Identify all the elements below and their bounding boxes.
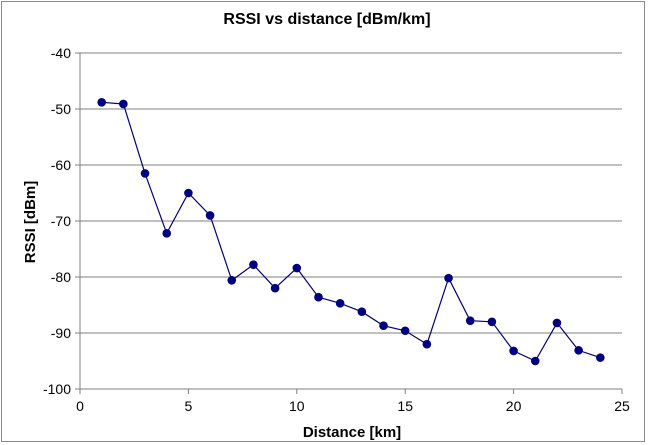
series-line bbox=[101, 101, 601, 362]
chart-title: RSSI vs distance [dBm/km] bbox=[223, 11, 430, 28]
data-point bbox=[314, 292, 323, 302]
data-point bbox=[205, 211, 215, 220]
y-tick-label: -40 bbox=[51, 45, 71, 61]
y-tick-label: -50 bbox=[51, 101, 71, 117]
y-tick-label: -90 bbox=[51, 325, 71, 341]
x-tick-label: 0 bbox=[76, 398, 84, 414]
y-axis-label: RSSI [dBm] bbox=[22, 181, 39, 264]
data-point bbox=[140, 169, 150, 178]
data-point bbox=[292, 263, 302, 273]
x-tick-label: 20 bbox=[506, 398, 522, 414]
x-axis-label: Distance [km] bbox=[303, 424, 401, 441]
x-tick-label: 10 bbox=[289, 398, 305, 414]
y-tick-label: -60 bbox=[51, 157, 71, 173]
data-point bbox=[162, 229, 172, 238]
data-point bbox=[444, 273, 453, 283]
data-point bbox=[530, 356, 540, 366]
y-tick-label: -70 bbox=[51, 213, 71, 229]
data-point bbox=[357, 307, 367, 317]
data-point bbox=[184, 188, 193, 198]
data-point bbox=[335, 299, 345, 308]
data-point bbox=[97, 97, 106, 107]
data-point bbox=[465, 316, 475, 325]
data-point bbox=[574, 346, 583, 355]
data-point bbox=[249, 260, 258, 269]
data-point bbox=[422, 339, 432, 349]
data-point bbox=[552, 318, 562, 328]
data-point bbox=[379, 321, 388, 331]
data-point bbox=[119, 99, 128, 109]
y-tick-label: -80 bbox=[51, 269, 71, 285]
data-point bbox=[596, 353, 605, 362]
y-tick-label: -100 bbox=[43, 381, 71, 397]
x-tick-label: 5 bbox=[185, 398, 193, 414]
x-tick-label: 25 bbox=[614, 398, 630, 414]
data-point bbox=[270, 283, 280, 293]
data-point bbox=[509, 346, 518, 356]
data-point bbox=[400, 326, 410, 336]
data-point bbox=[487, 317, 497, 327]
x-tick-label: 15 bbox=[397, 398, 413, 414]
data-point bbox=[227, 276, 237, 285]
